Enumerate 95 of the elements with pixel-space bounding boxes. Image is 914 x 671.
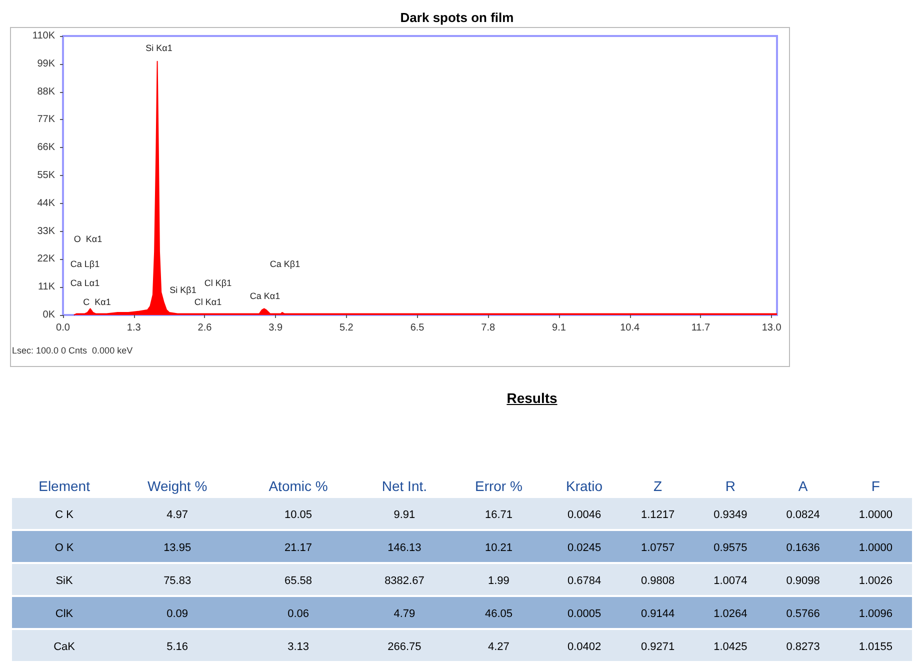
y-tick-label: 77K <box>37 114 56 126</box>
y-tick-label: 99K <box>37 58 56 70</box>
text: 1.0155 <box>858 640 892 652</box>
text: 0.1636 <box>786 542 820 554</box>
category-label: CaK <box>54 640 75 652</box>
category-label: Weight % <box>146 477 208 496</box>
annotation: Ca Lα1 <box>70 278 100 288</box>
text: 266.75 <box>388 640 422 652</box>
text: 1.0425 <box>714 640 748 652</box>
text: 0.8273 <box>786 640 820 652</box>
text: 1.0264 <box>714 608 748 620</box>
text: 10.21 <box>484 542 512 554</box>
annotation: Ca Lβ1 <box>70 259 100 269</box>
text: 4.27 <box>488 640 510 652</box>
annotation: Si Kβ1 <box>170 285 196 295</box>
y-tick-label: 22K <box>37 254 56 265</box>
text: 0.0245 <box>567 542 602 554</box>
category-label: Kratio <box>564 477 604 496</box>
text: 10.05 <box>284 508 312 520</box>
x-tick-label: 2.6 <box>198 322 212 334</box>
text: 1.0096 <box>858 608 892 620</box>
text: Element <box>38 477 91 496</box>
x-tick-label: 5.2 <box>339 322 354 334</box>
annotation: Cl Kα1 <box>194 297 222 307</box>
text: 0.9575 <box>714 542 748 554</box>
y-tick-label: 88K <box>37 86 56 98</box>
text: 0.0824 <box>786 508 820 520</box>
text: 1.99 <box>488 574 510 586</box>
text: 46.05 <box>484 608 512 620</box>
text: 21.17 <box>284 542 312 554</box>
text: 3.13 <box>288 640 309 652</box>
text: Results <box>506 390 558 406</box>
x-tick-label: 9.1 <box>552 322 566 334</box>
category-label: A <box>797 477 809 496</box>
text: 1.0000 <box>858 508 892 520</box>
text: 1.0074 <box>714 574 748 586</box>
x-tick-label: 3.9 <box>268 322 283 334</box>
category-label: Atomic % <box>268 477 329 496</box>
text: Lsec: 100.0 0 Cnts 0.000 keV <box>12 346 133 356</box>
text: 0.9144 <box>640 608 675 620</box>
category-label: C K <box>55 508 74 520</box>
x-tick-label: 13.0 <box>762 322 782 334</box>
text: 1.0000 <box>858 542 892 554</box>
text: 0.9808 <box>640 574 675 586</box>
text: 0.06 <box>288 608 309 620</box>
category-label: Net Int. <box>380 477 428 496</box>
text: 1.1217 <box>640 508 675 520</box>
text: 0.09 <box>166 608 188 620</box>
text: 0.0402 <box>567 640 602 652</box>
text: 5.16 <box>166 640 188 652</box>
category-label: SiK <box>56 574 73 586</box>
y-tick-label: 11K <box>38 282 56 293</box>
text: 13.95 <box>164 542 192 554</box>
text: 0.0005 <box>567 608 602 620</box>
x-tick-label: 6.5 <box>410 322 425 334</box>
y-tick-label: 44K <box>37 198 56 209</box>
category-label: R <box>724 477 736 496</box>
annotation: Cl Kβ1 <box>204 278 232 288</box>
y-tick-label: 55K <box>37 170 56 181</box>
text: 1.0757 <box>640 542 675 554</box>
category-label: Z <box>652 477 664 496</box>
text: 75.83 <box>164 574 192 586</box>
y-tick-label: 110K <box>32 30 56 42</box>
text: 0.0046 <box>567 508 602 520</box>
text: 0.6784 <box>567 574 602 586</box>
annotation: Si Kα1 <box>146 43 172 53</box>
category-label: Error % <box>474 477 524 496</box>
x-tick-label: 0.0 <box>56 322 70 334</box>
text: 4.79 <box>394 608 416 620</box>
chart-title: Dark spots on film <box>400 10 514 25</box>
text: 9.91 <box>394 508 416 520</box>
text: 0.5766 <box>786 608 820 620</box>
text: 146.13 <box>388 542 422 554</box>
category-label: ClK <box>55 608 74 620</box>
y-tick-label: 0K <box>42 310 56 320</box>
text: 1.0026 <box>858 574 892 586</box>
annotation: Ca Kα1 <box>250 291 280 301</box>
text: 0.9098 <box>786 574 820 586</box>
y-tick-label: 33K <box>37 226 56 237</box>
category-label: O K <box>54 542 74 554</box>
text: 8382.67 <box>384 574 424 586</box>
x-tick-label: 10.4 <box>620 322 640 334</box>
x-tick-label: 7.8 <box>481 322 496 334</box>
y-tick-label: 66K <box>37 142 56 154</box>
x-tick-label: 1.3 <box>126 322 142 334</box>
annotation: O Kα1 <box>74 234 102 244</box>
text: 0.9271 <box>640 640 675 652</box>
x-tick-label: 11.7 <box>691 322 710 334</box>
text: 65.58 <box>284 574 312 586</box>
text: 16.71 <box>484 508 512 520</box>
annotation: Ca Kβ1 <box>270 259 300 269</box>
text: 0.9349 <box>714 508 748 520</box>
annotation: C Kα1 <box>83 297 111 307</box>
category-label: F <box>870 477 881 496</box>
text: 4.97 <box>166 508 188 520</box>
